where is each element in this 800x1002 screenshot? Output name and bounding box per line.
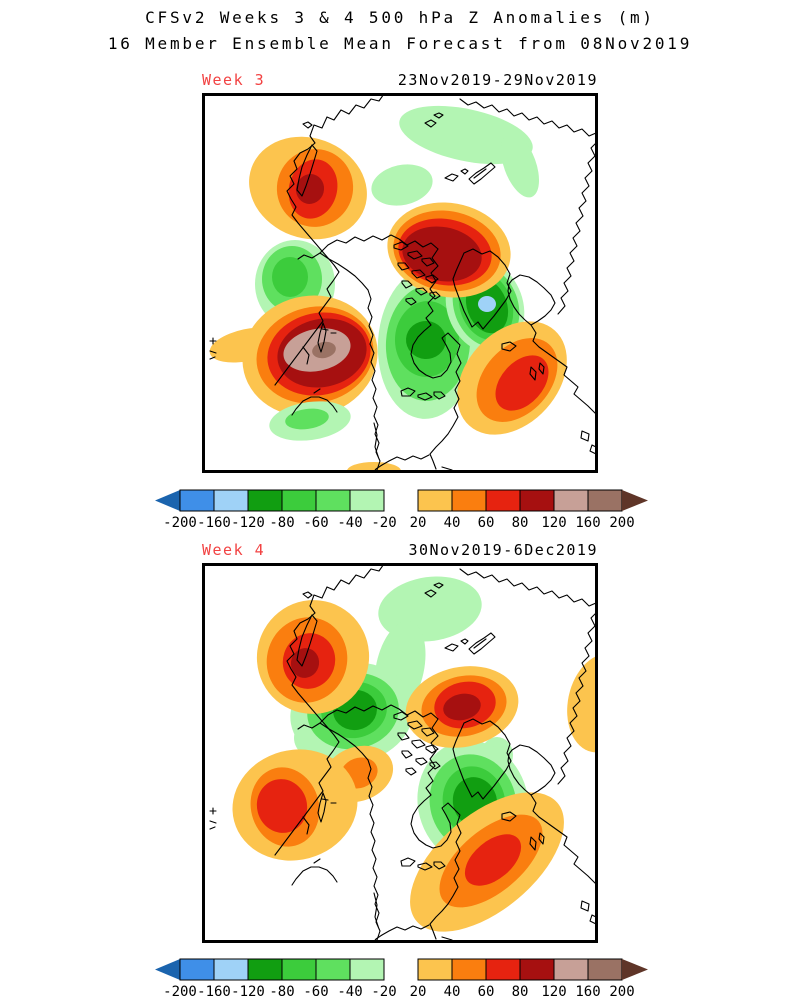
- colorbar-segment: [485, 489, 521, 512]
- colorbar-segment: [553, 958, 589, 981]
- colorbar-tick-label: -200: [163, 984, 197, 1000]
- colorbar-tick-label: -40: [337, 515, 362, 531]
- colorbar-segment: [315, 958, 351, 981]
- anomaly-contour-p80: [443, 693, 481, 721]
- colorbar-tick-label: -60: [303, 515, 328, 531]
- page-title: CFSv2 Weeks 3 & 4 500 hPa Z Anomalies (m…: [145, 8, 655, 27]
- anomaly-contour-p60: [256, 779, 308, 833]
- week3-label: Week 3: [202, 71, 266, 89]
- colorbar-tick-label: -80: [269, 984, 294, 1000]
- colorbar-tick-label: -160: [197, 984, 231, 1000]
- map-frame: [202, 93, 598, 473]
- colorbar-tick-label: 200: [609, 515, 634, 531]
- page-subtitle: 16 Member Ensemble Mean Forecast from 08…: [107, 34, 693, 53]
- week4-label: Week 4: [202, 541, 266, 559]
- anomaly-contour-n20: [500, 132, 540, 198]
- colorbar-segment: [485, 958, 521, 981]
- anomaly-contour-n120: [478, 296, 496, 312]
- colorbar-tick-label: 120: [541, 515, 566, 531]
- colorbar-segment: [587, 958, 623, 981]
- colorbar-segment: [247, 489, 283, 512]
- colorbar-right-arrow: [622, 959, 648, 980]
- anomaly-contour-p20: [567, 653, 598, 753]
- colorbar-tick-label: -80: [269, 515, 294, 531]
- colorbar-segment: [519, 489, 555, 512]
- colorbar-tick-label: 160: [575, 515, 600, 531]
- colorbar-segment: [553, 489, 589, 512]
- anomaly-contour-n80: [406, 320, 446, 360]
- anomaly-contour-p60: [495, 355, 549, 411]
- colorbar-tick-label: 80: [512, 515, 529, 531]
- colorbar-week4: -200 -160 -120 -80 -60 -40 -20 20 40 60 80 120 160 20…: [155, 958, 648, 1000]
- colorbar-tick-label: 200: [609, 984, 634, 1000]
- colorbar-tick-label: -160: [197, 515, 231, 531]
- colorbar-segment: [417, 958, 453, 981]
- colorbar-segment: [213, 489, 249, 512]
- colorbar-segment: [451, 958, 487, 981]
- anomaly-contour-p80: [402, 226, 482, 282]
- week3-anomaly-map: [202, 93, 598, 473]
- colorbar-left-arrow: [155, 959, 180, 980]
- colorbar-segment: [451, 489, 487, 512]
- colorbar-right-arrow: [622, 490, 648, 511]
- colorbar-tick-label: 20: [410, 984, 427, 1000]
- colorbar-tick-label: -60: [303, 984, 328, 1000]
- map-frame: [202, 563, 598, 943]
- colorbar-tick-label: -120: [231, 984, 265, 1000]
- colorbar-segment: [519, 958, 555, 981]
- anomaly-contour-n60: [272, 257, 308, 297]
- week3-date-range: 23Nov2019-29Nov2019: [397, 71, 598, 89]
- colorbar-segment: [281, 958, 317, 981]
- colorbar-tick-label: 120: [541, 984, 566, 1000]
- anomaly-contour-n40: [285, 408, 329, 430]
- colorbar-segment: [315, 489, 351, 512]
- panel-header-week3: Week 3 23Nov2019-29Nov2019: [202, 71, 598, 89]
- colorbar-segment: [247, 958, 283, 981]
- week3-anomaly-contours: [209, 105, 567, 473]
- colorbar-week3: -200 -160 -120 -80 -60 -40 -20 20 40 60 80 120 160 20…: [155, 489, 648, 531]
- anomaly-contour-p80: [295, 174, 325, 204]
- colorbar-segment: [213, 958, 249, 981]
- week4-date-range: 30Nov2019-6Dec2019: [408, 541, 598, 559]
- panel-header-week4: Week 4 30Nov2019-6Dec2019: [202, 541, 598, 559]
- colorbar-tick-label: 40: [444, 984, 461, 1000]
- colorbar-segment: [349, 958, 385, 981]
- week4-anomaly-map: [202, 563, 598, 943]
- colorbar-tick-label: -200: [163, 515, 197, 531]
- colorbar-left-arrow: [155, 490, 180, 511]
- colorbar-tick-label: 60: [478, 515, 495, 531]
- colorbar-segment: [349, 489, 385, 512]
- colorbar-tick-label: 160: [575, 984, 600, 1000]
- colorbar-segment: [417, 489, 453, 512]
- colorbar-segment: [179, 958, 215, 981]
- anomaly-contour-n20: [371, 164, 433, 206]
- colorbar-segment: [179, 489, 215, 512]
- colorbar-tick-label: -20: [371, 515, 396, 531]
- colorbar-tick-label: 40: [444, 515, 461, 531]
- colorbar-tick-label: -120: [231, 515, 265, 531]
- anomaly-contour-p160: [312, 341, 336, 359]
- colorbar-tick-label: -40: [337, 984, 362, 1000]
- colorbar-tick-label: 20: [410, 515, 427, 531]
- anomaly-contour-p60: [464, 834, 522, 886]
- colorbar-tick-label: 60: [478, 984, 495, 1000]
- colorbar-tick-label: 80: [512, 984, 529, 1000]
- colorbar-tick-label: -20: [371, 984, 396, 1000]
- colorbar-segment: [281, 489, 317, 512]
- colorbar-segment: [587, 489, 623, 512]
